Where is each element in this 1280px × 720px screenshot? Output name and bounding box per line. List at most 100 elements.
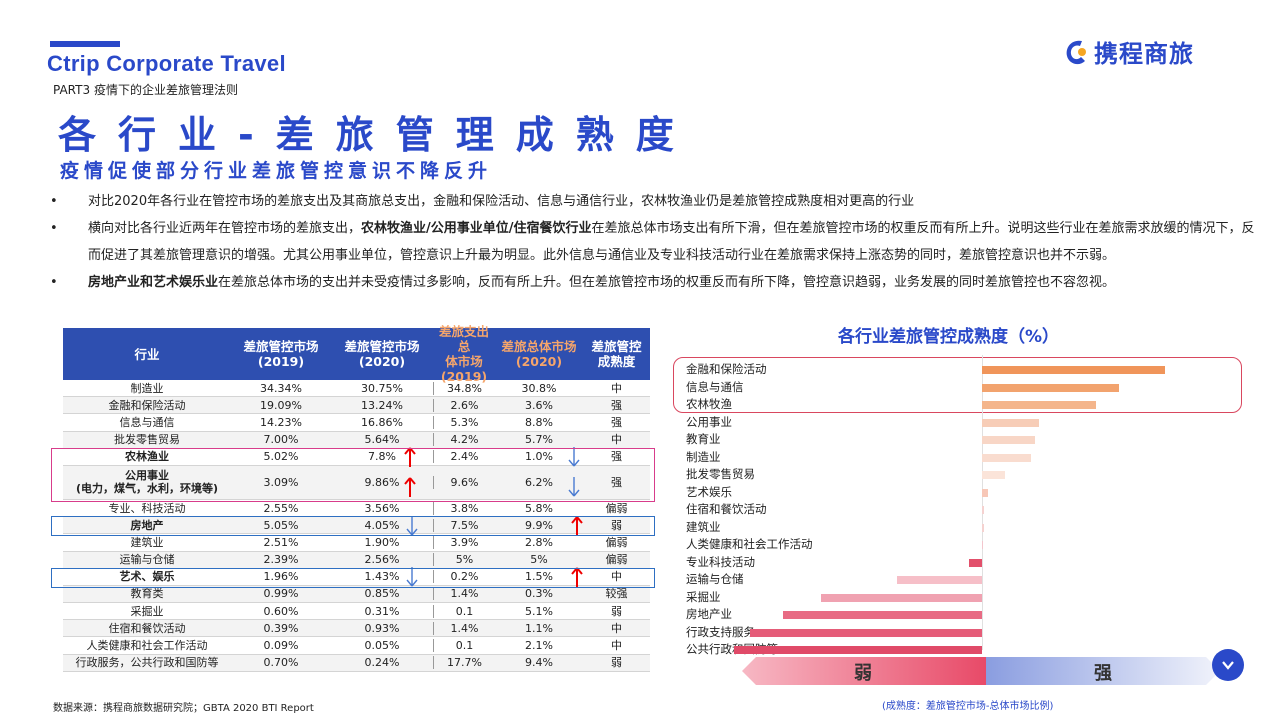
table-cell: 1.4% <box>433 587 495 601</box>
bullet-item: 房地产业和艺术娱乐业在差旅总体市场的支出并未受疫情过多影响，反而有所上升。但在差… <box>50 269 1255 296</box>
column-header: 差旅管控 成熟度 <box>591 339 642 369</box>
table-cell: 偏弱 <box>605 553 628 567</box>
table-cell: 1.1% <box>525 621 553 635</box>
category-label: 艺术娱乐 <box>686 484 732 499</box>
industry-name: 制造业 <box>130 381 164 395</box>
table-row: 人类健康和社会工作活动 0.09% 0.05% 0.1 2.1% 中 <box>63 637 650 655</box>
table-cell: 2.8% <box>525 535 553 549</box>
table-row: 专业、科技活动 2.55% 3.56% 3.8% 5.8% 偏弱 <box>63 500 650 518</box>
table-cell: 8.8% <box>525 415 553 429</box>
category-label: 批发零售贸易 <box>686 467 755 481</box>
table-cell: 17.7% <box>433 656 495 670</box>
table-cell: 1.96% <box>263 570 299 584</box>
part-title: 疫情下的企业差旅管理法则 <box>93 83 238 97</box>
table-cell: 2.4% <box>433 450 495 464</box>
table-row: 公用事业 (电力，煤气，水利，环境等) 3.09% 9.86% 9.6% 6.2% 强 <box>63 465 650 500</box>
category-label: 制造业 <box>686 449 721 464</box>
table-row: 建筑业 2.51% 1.90% 3.9% 2.8% 偏弱 <box>63 534 650 552</box>
column-header: 差旅管控市场 (2020) <box>344 339 420 369</box>
section-label: PART3 疫情下的企业差旅管理法则 <box>53 81 238 98</box>
table-cell: 7.00% <box>263 433 299 447</box>
table-cell: 2.6% <box>433 398 495 412</box>
table-cell: 强 <box>611 415 622 429</box>
table-cell: 2.55% <box>263 501 299 515</box>
arrow-up-icon <box>571 567 583 588</box>
table-cell: 19.09% <box>260 398 302 412</box>
scale-strong-label: 强 <box>1094 663 1112 684</box>
table-cell: 强 <box>611 475 622 489</box>
bullet-text: 在差旅总体市场支出有所下滑，但在差旅管控市场的权重反而有所上升。说明这些行业在差… <box>88 221 1255 263</box>
page-title: 各行业-差旅管理成熟度 <box>58 113 696 157</box>
category-label: 专业科技活动 <box>686 554 755 569</box>
table-cell: 0.93% <box>364 621 400 635</box>
table-row: 信息与通信 14.23% 16.86% 5.3% 8.8% 强 <box>63 414 650 432</box>
table-cell: 1.43% <box>364 570 400 584</box>
table-cell: 0.60% <box>263 604 299 618</box>
table-cell: 5.8% <box>525 501 553 515</box>
table-cell: 5.7% <box>525 433 553 447</box>
table-cell: 2.39% <box>263 553 299 567</box>
category-label: 采掘业 <box>686 589 721 604</box>
table-cell: 1.5% <box>525 570 553 584</box>
bullet-item: 对比2020年各行业在管控市场的差旅支出及其商旅总支出，金融和保险活动、信息与通… <box>50 188 1255 215</box>
table-cell: 偏弱 <box>605 501 628 515</box>
chart-bar <box>982 366 1165 374</box>
table-cell: 5% <box>433 553 495 567</box>
table-row: 教育类 0.99% 0.85% 1.4% 0.3% 较强 <box>63 585 650 604</box>
table-cell: 3.6% <box>525 398 553 412</box>
bullet-bold-text: 农林牧渔业/公用事业单位/住宿餐饮行业 <box>361 221 592 236</box>
industry-name: 运输与仓储 <box>119 553 175 567</box>
industry-name: 行政服务，公共行政和国防等 <box>75 656 219 670</box>
scale-weak-arrow <box>742 657 986 685</box>
table-cell: 13.24% <box>361 398 403 412</box>
category-label: 建筑业 <box>686 519 721 534</box>
chart-bar <box>982 401 1096 409</box>
table-cell: 0.2% <box>433 570 495 584</box>
arrow-down-icon <box>406 567 418 587</box>
table-cell: 中 <box>611 621 622 635</box>
next-page-button[interactable] <box>1212 649 1244 681</box>
category-label: 金融和保险活动 <box>686 362 767 376</box>
category-label: 农林牧渔 <box>686 397 732 411</box>
maturity-bar-chart: 金融和保险活动 信息与通信 农林牧渔 公用事业 教育业 制造业 批发零售贸易 艺术娱乐 住宿和餐… <box>672 355 1242 656</box>
industry-name: 教育类 <box>130 587 164 601</box>
table-cell: 30.8% <box>521 381 557 395</box>
table-cell: 0.09% <box>263 639 299 653</box>
chart-bar <box>734 646 982 654</box>
industry-table: 行业 差旅管控市场 (2019) 差旅管控市场 (2020) 差旅支出总 体市场 (2019)… <box>51 324 655 672</box>
category-label: 行政支持服务、 <box>686 624 767 639</box>
logo-mark-icon <box>1066 40 1086 64</box>
table-row: 运输与仓储 2.39% 2.56% 5% 5% 偏弱 <box>63 551 650 569</box>
table-header: 行业 差旅管控市场 (2019) 差旅管控市场 (2020) 差旅支出总 体市场 (2019)… <box>63 324 650 384</box>
category-label: 人类健康和社会工作活动 <box>686 537 813 551</box>
table-cell: 0.39% <box>263 621 299 635</box>
table-cell: 34.8% <box>433 381 495 395</box>
table-cell: 0.24% <box>364 656 400 670</box>
table-row: 房地产 5.05% 4.05% 7.5% 9.9% 弱 <box>63 517 650 535</box>
chart-bar <box>750 628 982 637</box>
table-cell: 强 <box>611 398 622 412</box>
part-number: PART3 <box>53 83 91 97</box>
data-source: 数据来源：携程商旅数据研究院；GBTA 2020 BTI Report <box>53 703 314 714</box>
chart-bar <box>782 611 982 619</box>
table-cell: 6.2% <box>525 475 553 489</box>
arrow-down-icon <box>568 447 580 467</box>
table-cell: 3.8% <box>433 501 495 515</box>
bullet-text: 横向对比各行业近两年在管控市场的差旅支出， <box>88 221 362 236</box>
table-cell: 2.56% <box>364 553 400 567</box>
chart-bar <box>896 576 982 584</box>
table-cell: 9.6% <box>433 475 495 489</box>
industry-name: 信息与通信 <box>119 415 175 429</box>
table-cell: 0.31% <box>364 604 400 618</box>
category-label: 房地产业 <box>686 607 732 621</box>
table-cell: 16.86% <box>361 415 403 429</box>
column-header: 差旅支出总 体市场 (2019) <box>438 324 489 384</box>
table-cell: 0.70% <box>263 656 299 670</box>
brand-title: Ctrip Corporate Travel <box>47 51 286 76</box>
table-body: 制造业 34.34% 30.75% 34.8% 30.8% 中金融和保险活动 19.09% 1… <box>63 380 650 672</box>
table-cell: 0.1 <box>433 604 495 618</box>
table-cell: 5.05% <box>263 518 299 532</box>
table-cell: 3.9% <box>433 535 495 549</box>
table-cell: 0.3% <box>525 587 553 601</box>
category-label: 运输与仓储 <box>686 572 744 586</box>
